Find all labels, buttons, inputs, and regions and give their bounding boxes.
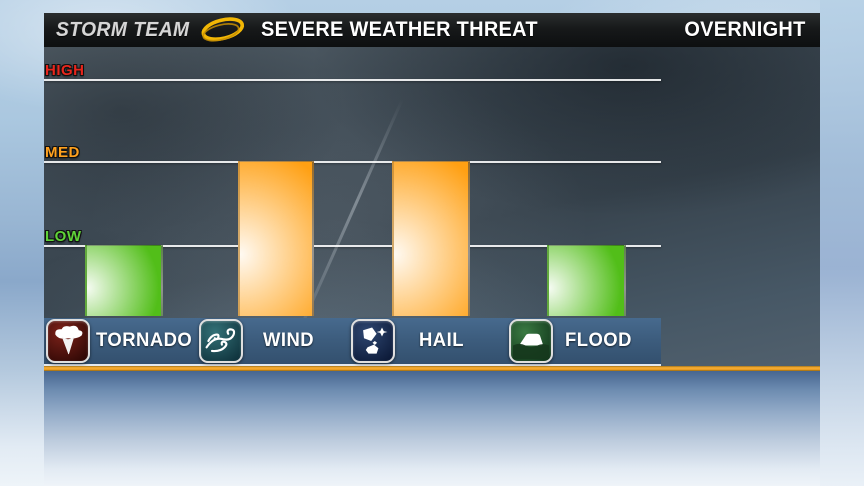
- page-title: SEVERE WEATHER THREAT: [261, 18, 538, 41]
- legend-label: WIND: [263, 330, 315, 351]
- wind-icon: [199, 318, 243, 363]
- legend-label: TORNADO: [96, 330, 193, 351]
- brand-logo-text: STORM TEAM: [56, 18, 190, 41]
- hail-icon: [351, 318, 395, 363]
- sky-background: [820, 0, 864, 486]
- flood-threat-bar: [547, 245, 626, 316]
- legend-item-tornado: TORNADO: [46, 318, 195, 364]
- gridline-high: [44, 79, 661, 81]
- legend-label: HAIL: [419, 330, 464, 351]
- storm-team-swoosh-icon: [201, 17, 245, 42]
- legend-item-hail: HAIL: [351, 318, 465, 364]
- tornado-threat-bar: [85, 245, 163, 316]
- wind-threat-bar: [238, 161, 314, 316]
- tornado-icon: [46, 318, 90, 363]
- gridline-med: [44, 161, 661, 163]
- legend-item-wind: WIND: [199, 318, 316, 364]
- category-legend-bar: TORNADO WIND: [44, 318, 661, 366]
- header-bar: STORM TEAM SEVERE WEATHER THREAT OVERNIG…: [44, 13, 820, 47]
- lower-gradient-panel: [44, 371, 820, 486]
- hail-threat-bar: [392, 161, 470, 316]
- flood-icon: [509, 318, 553, 363]
- accent-underline: [44, 366, 820, 371]
- timeframe-label: OVERNIGHT: [684, 18, 806, 41]
- axis-label-high: HIGH: [45, 62, 85, 79]
- gridline-low: [44, 245, 661, 247]
- axis-label-med: MED: [45, 144, 80, 161]
- legend-label: FLOOD: [565, 330, 632, 351]
- axis-label-low: LOW: [45, 228, 82, 245]
- legend-item-flood: FLOOD: [509, 318, 634, 364]
- threat-chart-panel: HIGH MED LOW TORNADO: [44, 47, 820, 366]
